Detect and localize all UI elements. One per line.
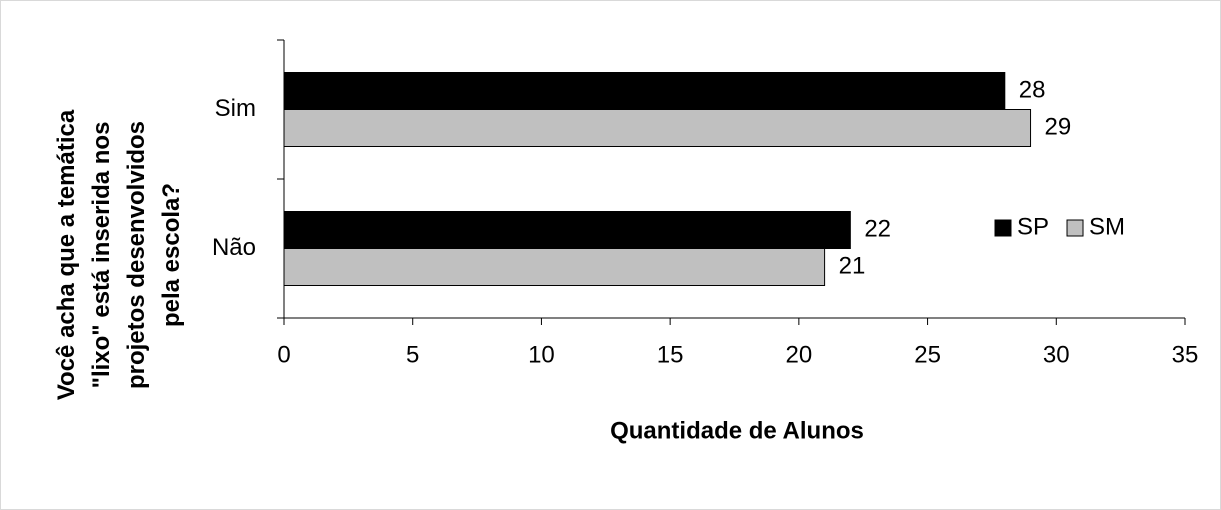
bar [283,72,1006,110]
x-tick-label: 35 [1172,341,1199,368]
value-label: 29 [1045,113,1072,140]
y-axis-label-line: "lixo" está inserida nos [88,122,115,389]
legend-swatch [994,219,1012,237]
x-tick-label: 15 [657,341,684,368]
y-axis-label-line: Você acha que a temática [53,109,80,400]
y-axis-label: Você acha que a temática "lixo" está inse… [53,109,185,400]
x-tick-label: 0 [277,341,290,368]
bar [283,248,826,286]
x-tick-label: 30 [1043,341,1070,368]
bar [283,109,1032,147]
y-axis-label-line: pela escola? [158,183,185,327]
legend-label: SM [1089,213,1125,240]
x-axis-label: Quantidade de Alunos [610,417,864,444]
x-tick-label: 5 [406,341,419,368]
legend-label: SP [1017,213,1049,240]
x-tick-label: 10 [528,341,555,368]
x-tick-label: 20 [786,341,813,368]
bar [283,211,851,249]
y-tick-label: Sim [215,95,256,122]
value-label: 22 [864,215,891,242]
value-label: 21 [839,252,866,279]
y-tick-label: Não [212,234,256,261]
y-axis-label-line: projetos desenvolvidos [123,121,150,389]
x-tick-label: 25 [914,341,941,368]
legend-swatch [1066,219,1084,237]
value-label: 28 [1019,76,1046,103]
